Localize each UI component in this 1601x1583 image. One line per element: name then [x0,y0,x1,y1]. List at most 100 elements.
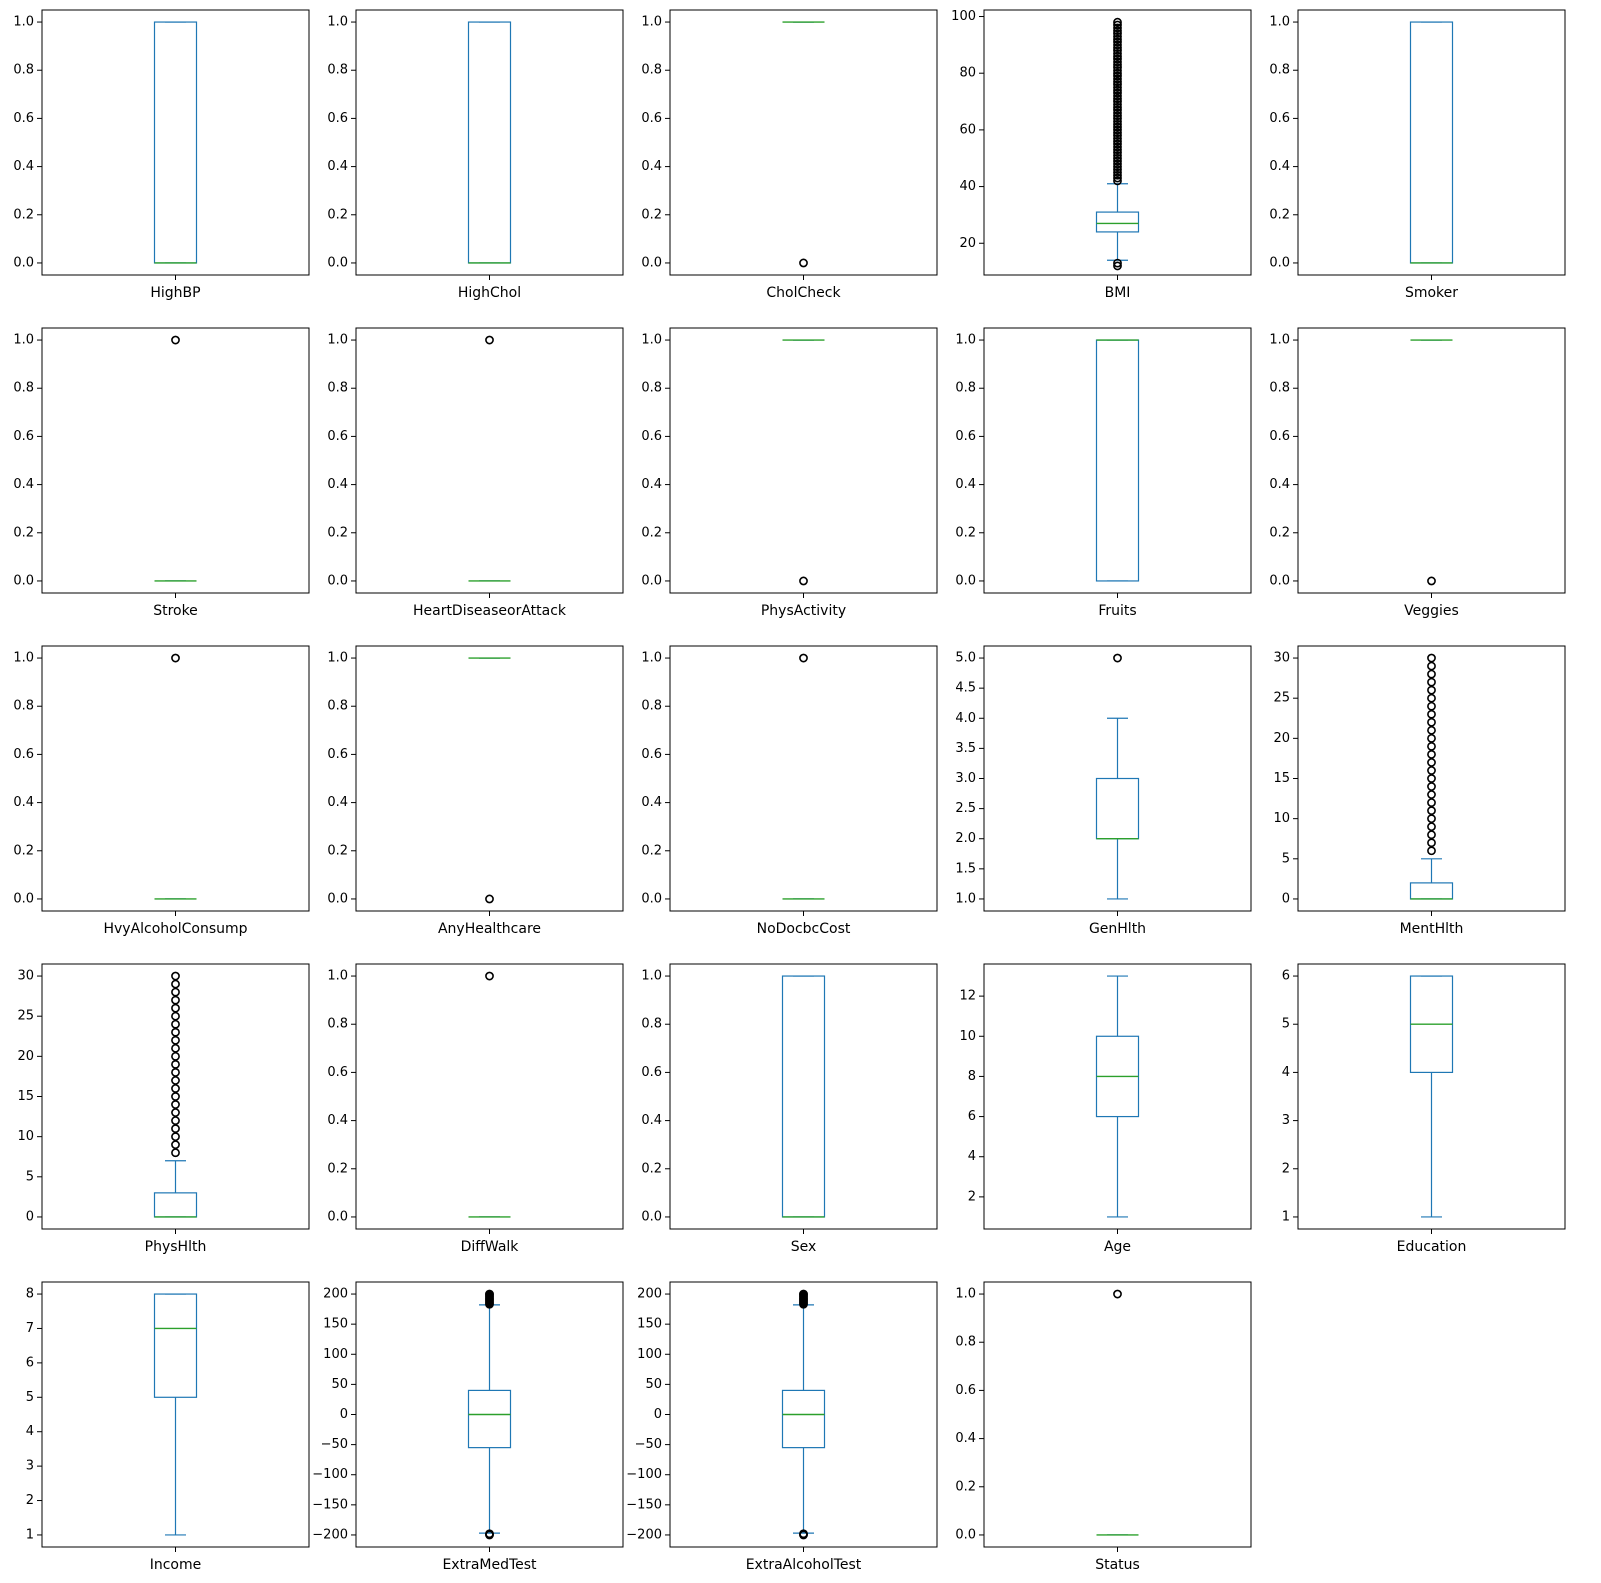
flier-point [1427,830,1436,840]
ytick-label: 1.0 [641,651,662,666]
flier-point [171,1003,180,1013]
ytick-label: 4 [968,1149,976,1164]
xtick-label-smoker: Smoker [1405,285,1458,301]
xtick-label-veggies: Veggies [1404,603,1459,619]
flier-point [1113,23,1122,33]
subplot-menthlth: 0 5 10 15 20 25 30 MentHlth [1273,645,1566,937]
flier-point [1113,128,1122,138]
flier-point [171,1092,180,1101]
ytick-label: 0.2 [641,1161,662,1176]
ytick-label: 0.6 [641,747,662,762]
flier-point [171,971,180,981]
box [153,21,198,264]
ytick-label: 5 [1282,851,1290,866]
xtick-label-highbp: HighBP [150,285,200,301]
flier-point [1113,102,1122,112]
flier-point [1113,71,1122,81]
ytick-label: 3 [1282,1113,1290,1128]
flier-point [1113,80,1122,89]
ytick-label: 0.6 [1269,429,1290,444]
ytick-label: 5.0 [955,651,976,666]
ytick-label: 0 [340,1407,348,1422]
ytick-label: 0.4 [13,795,34,810]
flier-point [171,1035,180,1045]
flier-point [1113,150,1122,160]
axes-frame [41,9,310,276]
flier-point [171,1027,180,1037]
ytick-label: 0.8 [1269,381,1290,396]
subplot-nodocbccost: 0.0 0.2 0.4 0.6 0.8 1.0 NoDocbcCost [641,645,938,937]
ytick-label: 3 [26,1459,34,1474]
ytick-label: 10 [959,1029,976,1044]
axes-frame [355,645,624,912]
flier-point [171,1132,180,1142]
xtick-label-nodocbccost: NoDocbcCost [757,921,851,937]
ytick-label: 0.4 [1269,477,1290,492]
ytick-label: 1.0 [641,15,662,30]
flier-point [1427,669,1436,679]
ytick-label: 0.0 [13,573,34,588]
xtick-label-status: Status [1095,1557,1140,1573]
ytick-label: 0.4 [955,1431,976,1446]
flier-point [1427,782,1436,791]
flier-point [1113,122,1122,132]
ytick-label: 4.0 [955,711,976,726]
subplot-sex: 0.0 0.2 0.4 0.6 0.8 1.0 Sex [641,963,938,1255]
ytick-label: 0.8 [641,699,662,714]
flier-point [1113,116,1122,126]
ytick-label: 30 [1273,651,1290,666]
ytick-label: 0.4 [641,1113,662,1128]
flier-point [1113,31,1122,41]
ytick-label: 0.8 [1269,63,1290,78]
subplot-cholcheck: 0.0 0.2 0.4 0.6 0.8 1.0 CholCheck [641,9,938,301]
ytick-label: 0.2 [641,525,662,540]
ytick-label: 0.2 [1269,207,1290,222]
xtick-label-extraalcoholtest: ExtraAlcoholTest [746,1557,862,1573]
ytick-label: 3.0 [955,771,976,786]
xtick-label-cholcheck: CholCheck [766,285,841,301]
xtick-label-anyhealthcare: AnyHealthcare [438,921,541,937]
flier-point [1113,114,1122,123]
flier-point [1113,29,1122,38]
flier-point [1113,145,1122,155]
flier-point [1427,685,1436,695]
flier-point [1113,168,1122,177]
flier-point [1113,74,1122,84]
ytick-label: 0.4 [13,477,34,492]
flier-point [171,987,180,997]
ytick-label: 0.8 [641,1017,662,1032]
ytick-label: 0.4 [955,477,976,492]
flier-point [1113,40,1122,50]
flier-point [1427,766,1436,775]
flier-point [1427,838,1436,848]
xtick-label-fruits: Fruits [1098,603,1136,619]
axes-frame [355,963,624,1230]
ytick-label: 0.6 [641,429,662,444]
ytick-label: 40 [959,179,976,194]
ytick-label: 1 [26,1527,34,1542]
flier-point [171,1059,180,1069]
flier-point [1113,125,1122,135]
ytick-label: 200 [637,1287,662,1302]
flier-point [485,335,494,345]
subplot-hvyalcoholconsump: 0.0 0.2 0.4 0.6 0.8 1.0 HvyAlcoholConsump [13,645,310,937]
flier-point [1113,258,1122,268]
xtick-label-heartdiseaseorattack: HeartDiseaseorAttack [413,603,567,619]
ytick-label: 0.2 [955,525,976,540]
xtick-label-age: Age [1104,1239,1131,1255]
flier-point [1113,57,1122,67]
ytick-label: 0.8 [641,381,662,396]
flier-point [1113,77,1122,87]
ytick-label: 1.0 [327,15,348,30]
ytick-label: 6 [26,1355,34,1370]
ytick-label: 1.0 [955,333,976,348]
axes-frame [355,9,624,276]
ytick-label: 20 [1273,731,1290,746]
flier-point [171,335,180,345]
subplot-status: 0.0 0.2 0.4 0.6 0.8 1.0 Status [955,1281,1252,1573]
axes-frame [41,645,310,912]
ytick-label: 2.5 [955,801,976,816]
flier-point [1427,750,1436,759]
ytick-label: 1.0 [641,333,662,348]
flier-point [1113,82,1122,92]
